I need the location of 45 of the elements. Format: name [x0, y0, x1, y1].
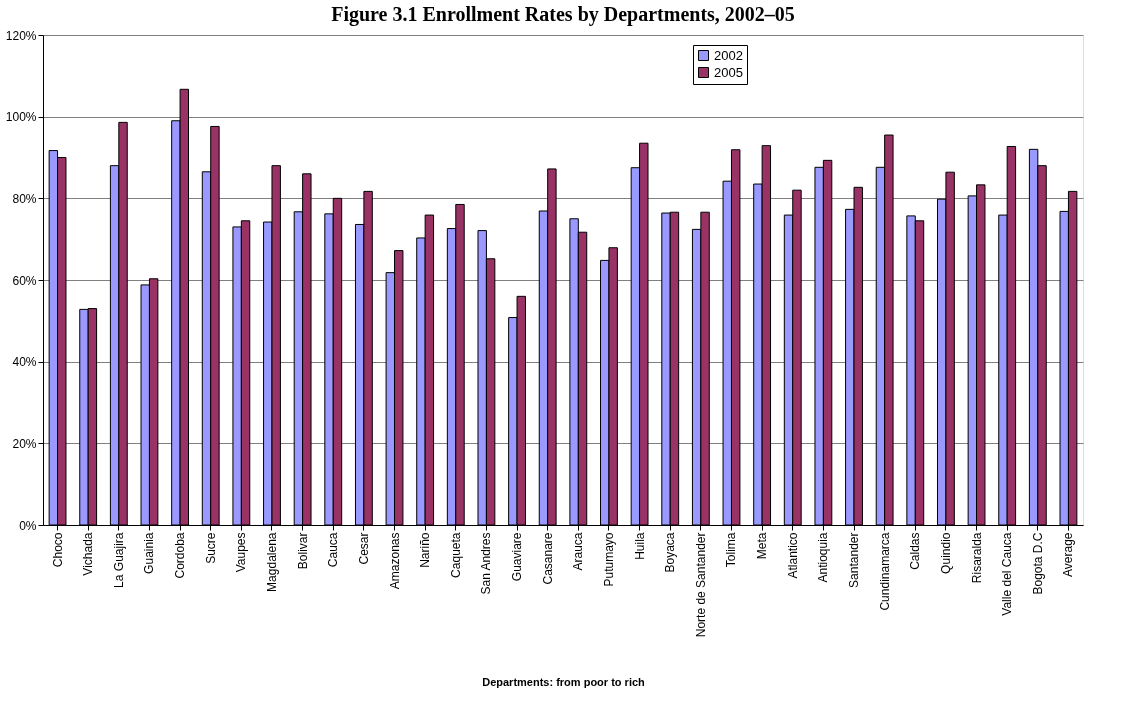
x-tick-label: Vichada [81, 532, 96, 576]
y-tick-label: 20% [12, 436, 37, 451]
x-tick-label: Vaupes [234, 532, 249, 573]
x-tick-label: Santander [847, 532, 862, 588]
x-tick-label: Caqueta [448, 532, 463, 578]
x-tick-label: Nariño [418, 532, 433, 568]
x-tick-label: Huila [632, 532, 647, 560]
x-tick-label: Cordoba [173, 532, 188, 579]
y-tick-label: 60% [12, 273, 37, 288]
x-tick-label: Cundinamarca [877, 532, 892, 611]
y-tick-label: 80% [12, 191, 37, 206]
y-tick-label: 120% [5, 28, 37, 43]
x-tick-label: Putumayo [601, 532, 616, 587]
x-tick-label: Choco [50, 532, 65, 568]
x-tick-label: Boyaca [663, 532, 678, 573]
chart-title: Figure 3.1 Enrollment Rates by Departments, 2002–05 [331, 3, 795, 26]
legend-label: 2002 [714, 47, 743, 63]
x-tick-label: Bogota D.C [1030, 532, 1045, 595]
x-tick-label: Quindio [938, 532, 953, 574]
x-tick-label: San Andres [479, 532, 494, 595]
y-tick-label: 100% [5, 110, 37, 125]
x-tick-label: Casanare [540, 532, 555, 585]
x-tick-label: Caldas [908, 532, 923, 570]
x-tick-label: Risaralda [969, 532, 984, 584]
x-tick-label: Meta [755, 532, 770, 560]
legend-label: 2005 [714, 64, 743, 80]
x-tick-label: Norte de Santander [693, 532, 708, 638]
x-tick-label: Tolima [724, 532, 739, 568]
x-tick-label: Arauca [571, 532, 586, 571]
x-tick-label: Antioquia [816, 532, 831, 583]
x-tick-label: Cauca [326, 532, 341, 568]
y-tick-label: 40% [12, 355, 37, 370]
x-tick-label: Cesar [356, 532, 371, 565]
x-tick-label: Amazonas [387, 532, 402, 590]
x-tick-label: La Guajira [111, 532, 126, 588]
x-tick-label: Guainia [142, 532, 157, 574]
x-tick-label: Bolivar [295, 532, 310, 570]
x-axis-title: Departments: from poor to rich [482, 676, 646, 689]
x-tick-label: Valle del Cauca [1000, 532, 1015, 616]
x-tick-label: Magdalena [264, 532, 279, 592]
x-tick-label: Guaviare [510, 532, 525, 582]
x-tick-label: Sucre [203, 532, 218, 564]
y-tick-label: 0% [19, 518, 37, 533]
x-tick-label: Atlantico [785, 532, 800, 579]
x-tick-label: Average [1061, 532, 1076, 577]
